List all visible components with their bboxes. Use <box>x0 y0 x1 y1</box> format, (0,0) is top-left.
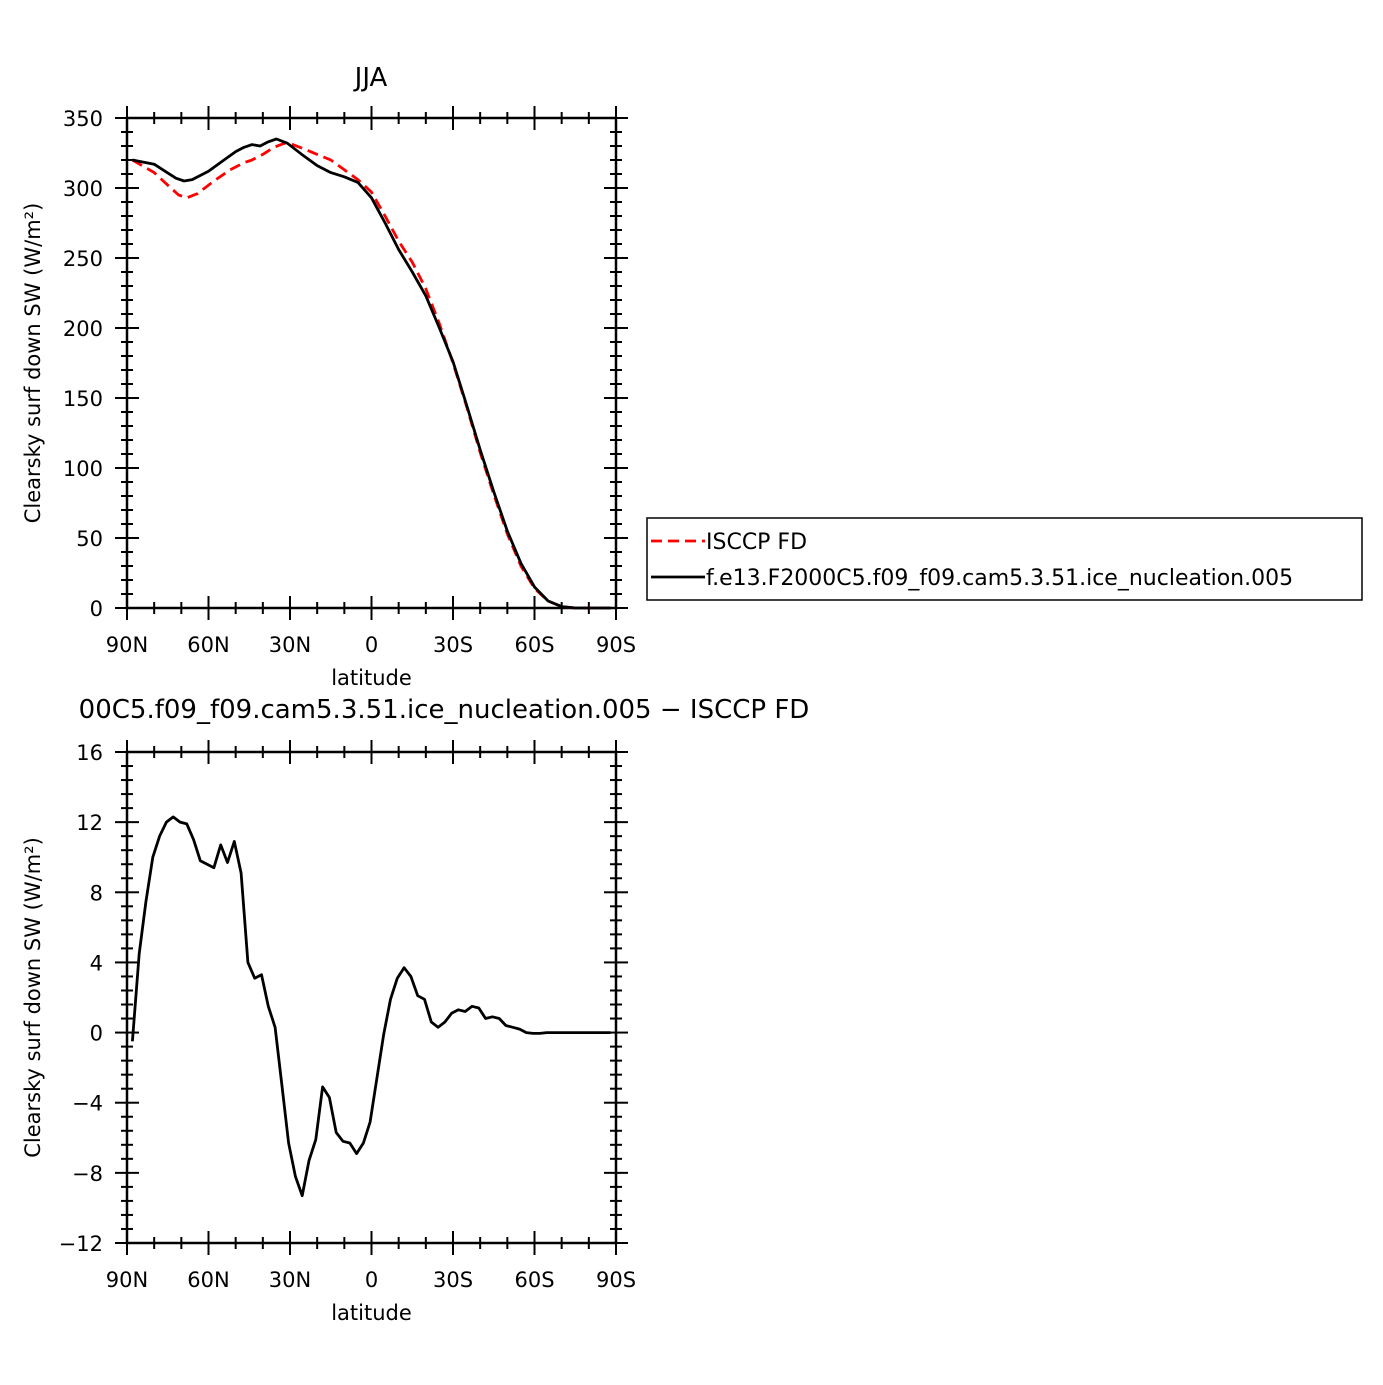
x-tick-label: 60N <box>187 633 229 657</box>
x-tick-label: 90N <box>106 633 148 657</box>
x-axis-label: latitude <box>331 1301 412 1325</box>
legend-label: ISCCP FD <box>706 530 807 555</box>
x-axis-label: latitude <box>331 666 412 690</box>
y-tick-label: 100 <box>63 457 103 481</box>
x-tick-label: 30N <box>269 1268 311 1292</box>
y-tick-label: −4 <box>72 1092 103 1116</box>
x-tick-label: 0 <box>365 633 378 657</box>
x-tick-label: 30S <box>433 633 473 657</box>
series-line-difference <box>131 815 611 1198</box>
x-tick-label: 90S <box>596 1268 636 1292</box>
y-tick-label: 12 <box>76 811 103 835</box>
legend: ISCCP FD f.e13.F2000C5.f09_f09.cam5.3.51.… <box>646 517 1363 601</box>
y-tick-label: 0 <box>90 1022 103 1046</box>
y-tick-label: −12 <box>59 1232 103 1256</box>
x-tick-label: 90N <box>106 1268 148 1292</box>
y-tick-label: 250 <box>63 247 103 271</box>
legend-box <box>646 517 1363 601</box>
y-tick-label: 16 <box>76 741 103 765</box>
x-tick-label: 90S <box>596 633 636 657</box>
bottom-panel-difference: 00C5.f09_f09.cam5.3.51.ice_nucleation.00… <box>21 695 809 1325</box>
x-tick-label: 30N <box>269 633 311 657</box>
y-tick-label: 4 <box>90 951 103 975</box>
legend-label: f.e13.F2000C5.f09_f09.cam5.3.51.ice_nucl… <box>706 566 1293 591</box>
x-tick-label: 30S <box>433 1268 473 1292</box>
x-tick-label: 60S <box>514 1268 554 1292</box>
series-line-model <box>132 137 611 610</box>
top-panel-climatology: JJA 90N 60N 30N 0 30S 60S 90S 0 50 100 150 200 250 300… <box>21 63 636 690</box>
y-tick-label: 50 <box>76 527 103 551</box>
y-tick-label: 300 <box>63 177 103 201</box>
plot-frame <box>125 750 618 1245</box>
y-tick-label: 350 <box>63 107 103 131</box>
x-tick-label: 60S <box>514 633 554 657</box>
y-axis-label: Clearsky surf down SW (W/m²) <box>21 837 45 1158</box>
y-tick-label: 0 <box>90 597 103 621</box>
y-tick-label: 8 <box>90 881 103 905</box>
y-tick-label: −8 <box>72 1162 103 1186</box>
y-axis-label: Clearsky surf down SW (W/m²) <box>21 203 45 524</box>
chart-title: JJA <box>353 63 388 93</box>
x-tick-label: 60N <box>187 1268 229 1292</box>
y-tick-label: 150 <box>63 387 103 411</box>
chart-title: 00C5.f09_f09.cam5.3.51.ice_nucleation.00… <box>79 695 810 725</box>
y-tick-label: 200 <box>63 317 103 341</box>
x-tick-label: 0 <box>365 1268 378 1292</box>
series-line-isccp-fd <box>131 141 611 610</box>
